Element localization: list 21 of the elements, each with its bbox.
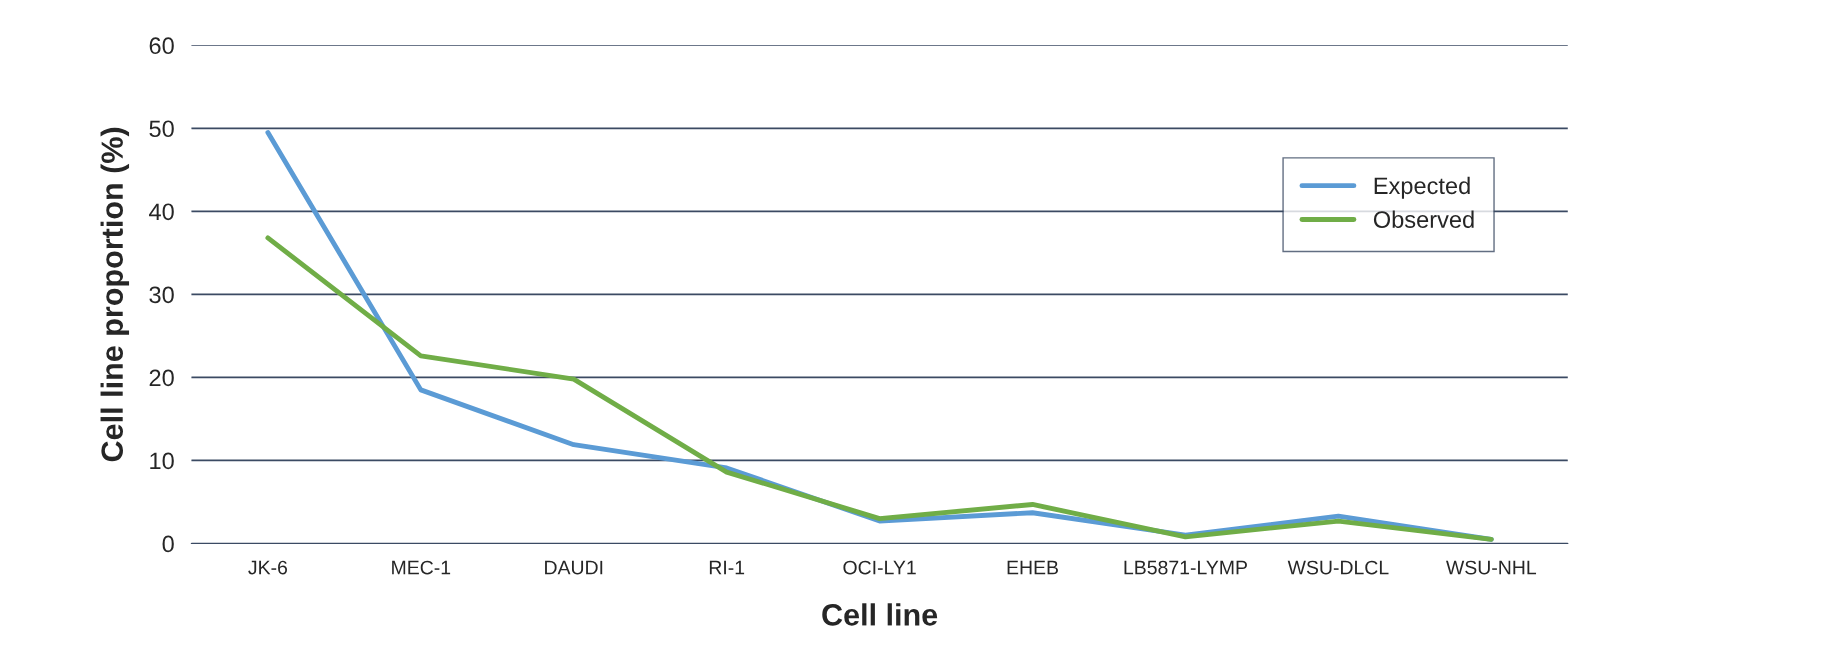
x-tick-label: RI-1 (709, 560, 745, 575)
x-axis-title: Cell line (822, 603, 938, 626)
x-tick-label: OCI-LY1 (843, 560, 916, 575)
y-tick-label: 20 (149, 369, 174, 387)
legend-label: Expected (1374, 176, 1470, 199)
x-tick-label: EHEB (1007, 560, 1058, 575)
y-axis-title: Cell line proportion (%) (100, 127, 130, 462)
x-tick-label: DAUDI (545, 560, 603, 575)
x-tick-label: JK-6 (248, 560, 288, 575)
line-series (265, 235, 1494, 542)
y-tick-label: 60 (149, 37, 174, 55)
x-tick-label: WSU-NHL (1446, 560, 1537, 575)
y-tick-label: 40 (149, 203, 174, 221)
x-tick-label: WSU-DLCL (1287, 560, 1389, 575)
y-tick-label: 0 (162, 535, 174, 553)
legend-label: Observed (1373, 210, 1474, 228)
x-tick-label: MEC-1 (392, 560, 451, 575)
y-tick-label: 10 (150, 452, 174, 470)
y-tick-label: 30 (149, 286, 174, 304)
y-tick-label: 50 (149, 120, 174, 138)
x-tick-label: LB5871-LYMP (1124, 560, 1247, 575)
